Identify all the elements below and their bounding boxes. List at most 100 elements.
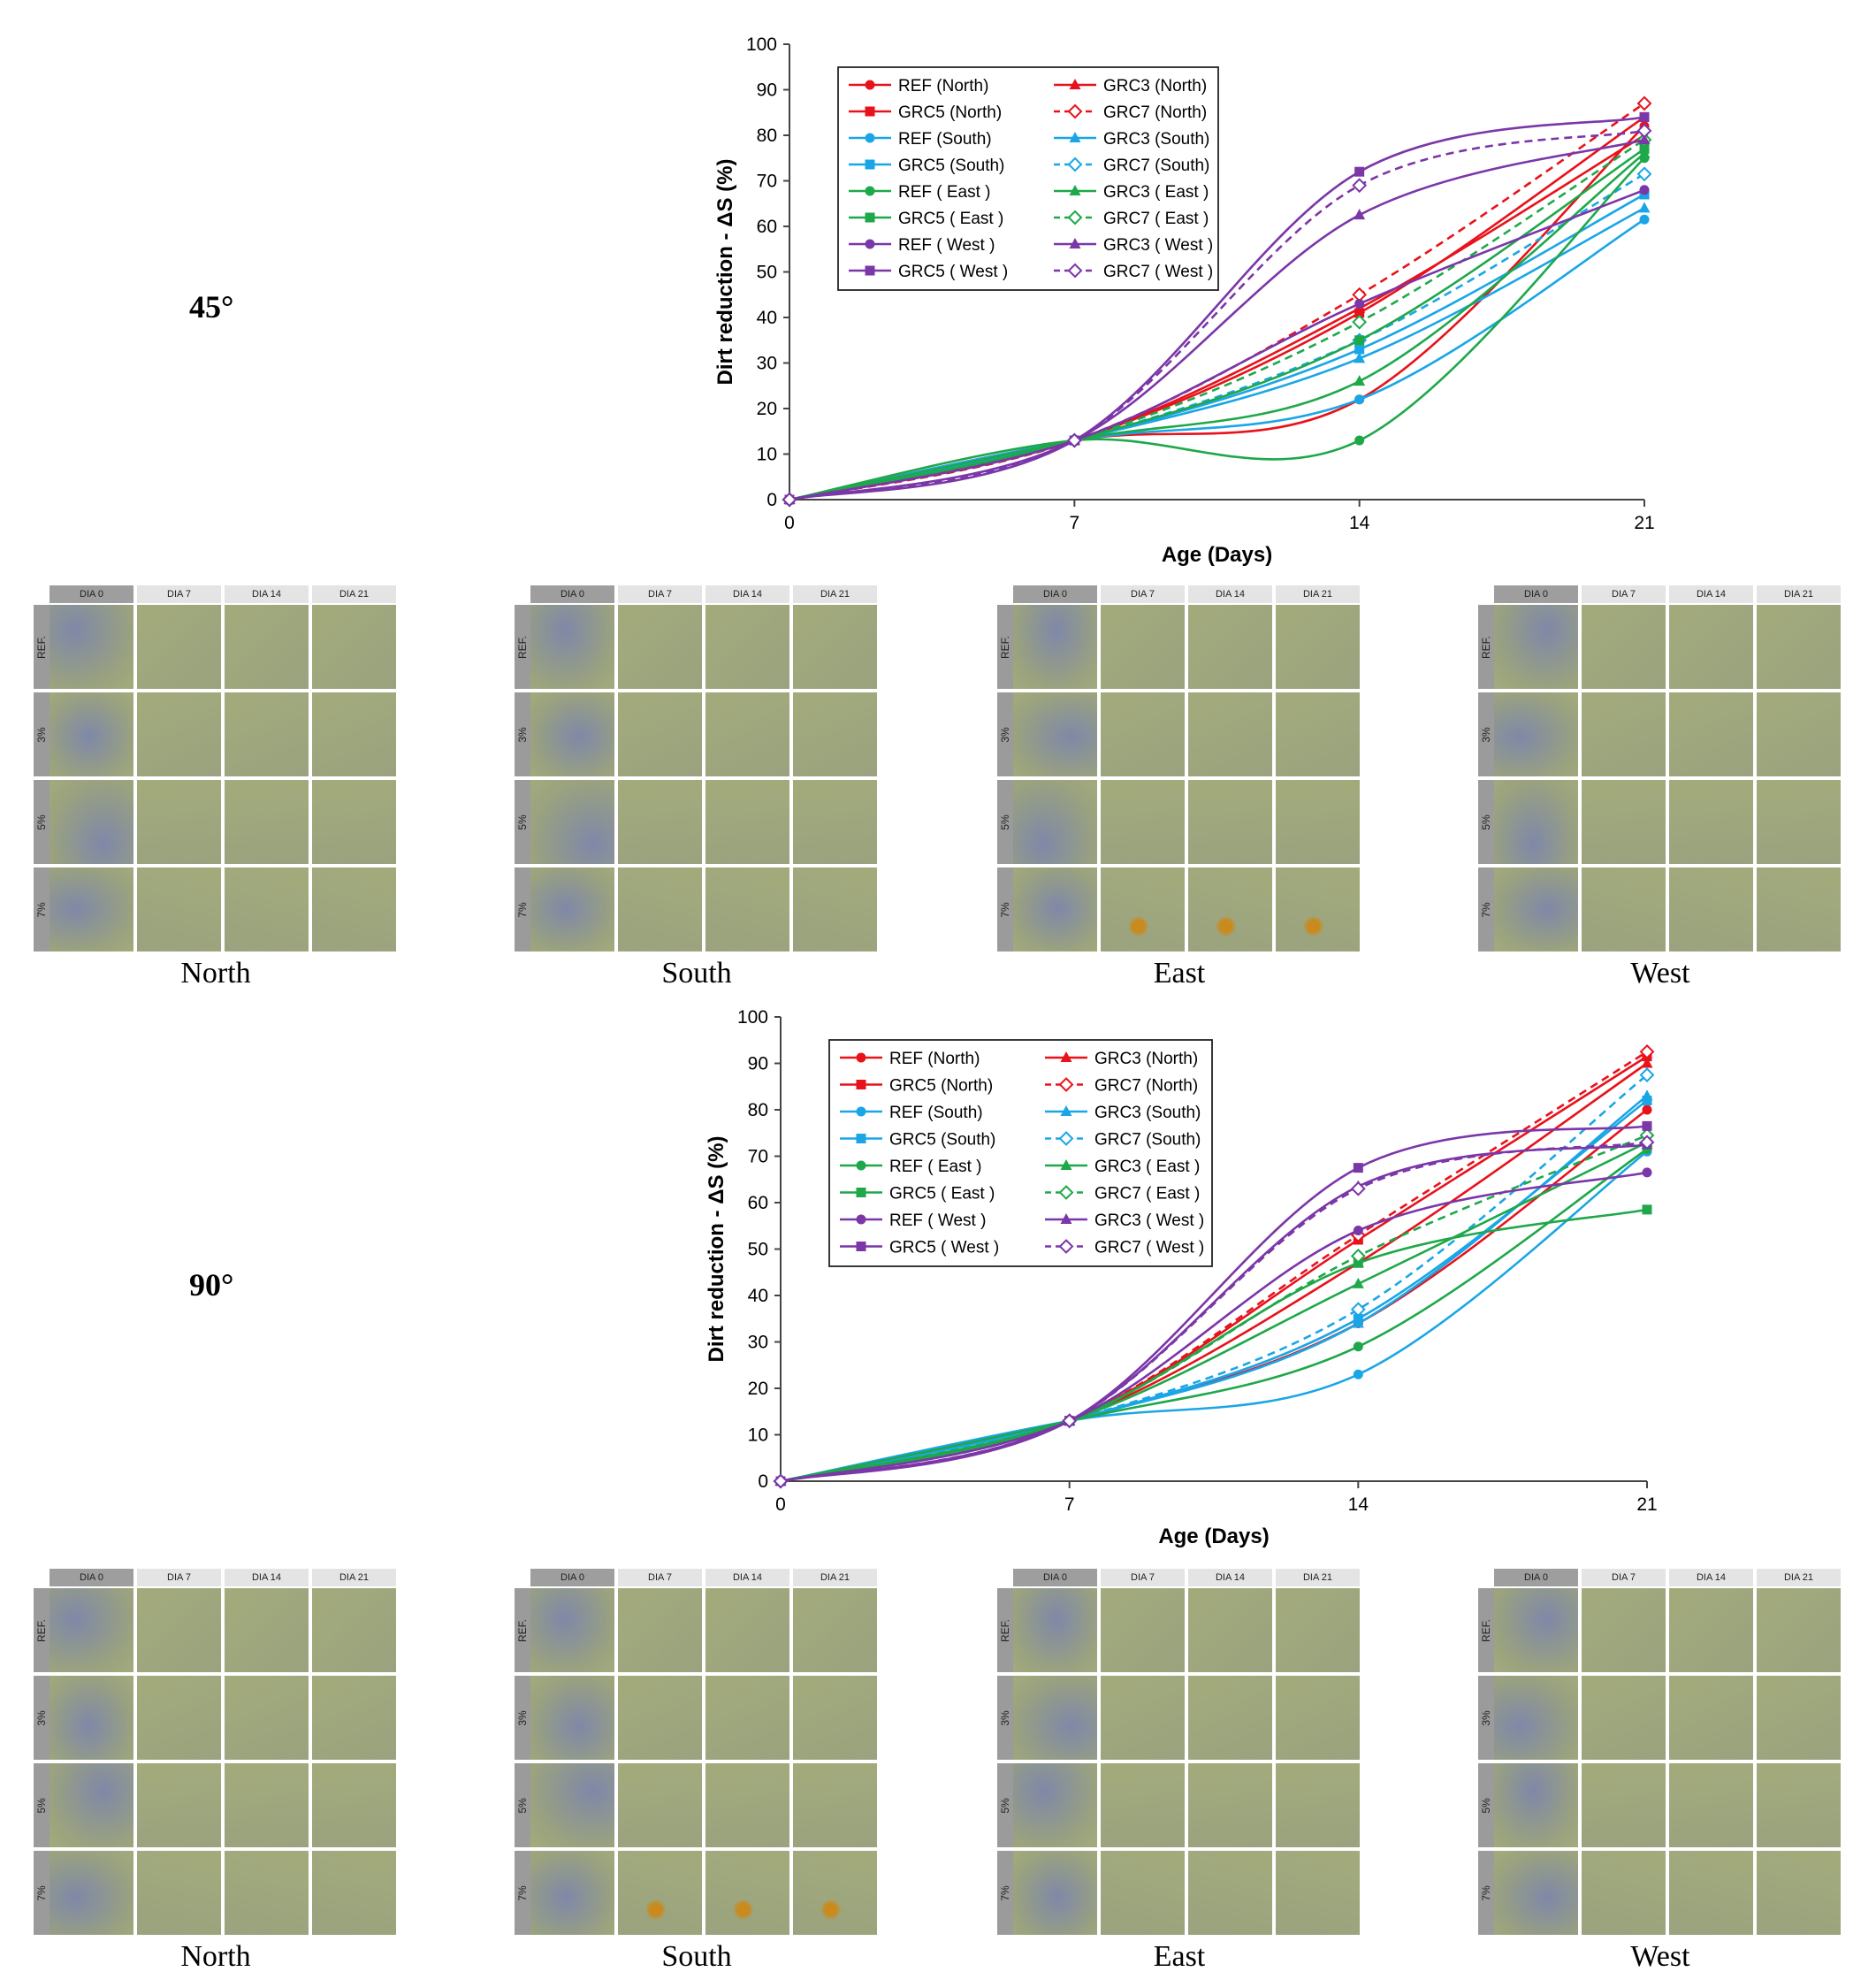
legend-entry: GRC7 ( East ) <box>1103 210 1209 228</box>
photo-panel-west: DIA 0 DIA 7 DIA 14 DIA 21 REF. 3% 5% 7% <box>1478 1569 1842 1953</box>
legend-marker <box>856 1080 866 1089</box>
legend-entry: GRC3 (South) <box>1094 1104 1201 1122</box>
photo-panel-north: DIA 0 DIA 7 DIA 14 DIA 21 REF. 3% 5% 7% <box>34 585 398 969</box>
photo-panel-east: DIA 0 DIA 7 DIA 14 DIA 21 REF. 3% 5% 7% <box>997 585 1361 969</box>
x-tick-label: 7 <box>1064 1494 1075 1515</box>
row-label-text: 7% <box>35 1884 48 1901</box>
panel-caption-west: West <box>1630 957 1690 990</box>
sample-photo <box>312 867 396 951</box>
sample-photo <box>530 605 614 689</box>
row-label-text: REF. <box>516 635 529 659</box>
row-label-text: REF. <box>1480 1618 1492 1642</box>
sample-photo <box>1669 692 1753 776</box>
panel-caption-north: North <box>180 957 251 990</box>
legend-entry: GRC3 ( West ) <box>1094 1211 1204 1230</box>
row-label-text: 7% <box>516 1884 529 1901</box>
sample-photo <box>705 1588 789 1672</box>
column-header: DIA 0 <box>50 585 133 603</box>
sample-photo <box>530 1851 614 1935</box>
row-label-text: 5% <box>35 1797 48 1814</box>
row-label: 5% <box>515 1763 530 1847</box>
sample-photo <box>618 867 702 951</box>
row-label: REF. <box>515 605 530 689</box>
legend-marker <box>1060 1051 1072 1062</box>
sample-photo <box>1582 605 1666 689</box>
sample-photo <box>312 780 396 864</box>
legend-entry: GRC7 (North) <box>1103 103 1207 122</box>
sample-photo <box>1013 692 1097 776</box>
data-point <box>1353 1226 1363 1235</box>
legend-marker <box>1067 210 1083 225</box>
sample-photo <box>1494 1763 1578 1847</box>
y-tick-label: 10 <box>748 1425 768 1446</box>
photo-panel-west: DIA 0 DIA 7 DIA 14 DIA 21 REF. 3% 5% 7% <box>1478 585 1842 969</box>
photo-panel-north: DIA 0 DIA 7 DIA 14 DIA 21 REF. 3% 5% 7% <box>34 1569 398 1953</box>
column-header: DIA 21 <box>1757 1569 1841 1586</box>
row-label: 5% <box>997 780 1013 864</box>
row-label: 7% <box>34 1851 50 1935</box>
data-point <box>782 492 797 508</box>
legend-entry: GRC3 (North) <box>1094 1050 1198 1068</box>
row-label: 5% <box>34 1763 50 1847</box>
sample-photo <box>530 1588 614 1672</box>
sample-photo <box>1013 605 1097 689</box>
row-label-text: REF. <box>516 1618 529 1642</box>
data-point <box>1641 1057 1653 1068</box>
row-label-text: REF. <box>999 635 1011 659</box>
data-point <box>1066 432 1082 448</box>
sample-photo <box>1188 605 1272 689</box>
column-header: DIA 7 <box>137 585 221 603</box>
legend-entry: GRC3 ( East ) <box>1103 183 1209 202</box>
data-point <box>1350 1248 1366 1264</box>
sample-photo <box>1494 1676 1578 1760</box>
data-point <box>1642 1120 1652 1131</box>
legend-entry: GRC5 ( East ) <box>898 210 1003 228</box>
legend-marker <box>856 1214 866 1225</box>
column-header: DIA 21 <box>312 585 396 603</box>
sample-photo <box>1276 1763 1360 1847</box>
series-group <box>782 96 1652 508</box>
data-point <box>1354 299 1365 310</box>
sample-photo <box>1101 867 1185 951</box>
sample-photo <box>1494 1851 1578 1935</box>
legend-entry: GRC5 (North) <box>889 1077 993 1096</box>
legend-marker <box>865 186 875 196</box>
sample-photo <box>225 1851 309 1935</box>
sample-photo <box>1669 605 1753 689</box>
column-header: DIA 21 <box>1757 585 1841 603</box>
sample-photo <box>793 1763 877 1847</box>
sample-photo <box>1013 1763 1097 1847</box>
legend-entry: REF ( East ) <box>898 183 991 202</box>
row-label-text: 3% <box>35 726 48 743</box>
sample-photo <box>1757 1588 1841 1672</box>
x-tick-label: 21 <box>1634 513 1654 533</box>
row-label-text: 3% <box>35 1709 48 1726</box>
legend-marker <box>865 106 875 117</box>
data-point <box>1639 111 1650 122</box>
legend-entry: GRC5 ( East ) <box>889 1185 995 1204</box>
legend-marker <box>1058 1131 1074 1146</box>
legend-box <box>837 66 1219 291</box>
column-header: DIA 7 <box>137 1569 221 1586</box>
series-line <box>780 1074 1648 1483</box>
sample-photo <box>1188 1588 1272 1672</box>
sample-photo <box>1494 605 1578 689</box>
sample-photo <box>618 1763 702 1847</box>
sample-photo <box>225 867 309 951</box>
sample-photo <box>50 1588 133 1672</box>
row-label: 5% <box>34 780 50 864</box>
sample-photo <box>50 867 133 951</box>
sample-photo <box>793 780 877 864</box>
column-header: DIA 7 <box>1582 585 1666 603</box>
legend-box <box>828 1039 1213 1267</box>
row-label-text: 3% <box>1480 726 1492 743</box>
sample-photo <box>1276 692 1360 776</box>
y-tick-label: 90 <box>757 80 777 101</box>
legend-entry: GRC7 (South) <box>1094 1131 1201 1150</box>
legend-marker <box>865 133 875 143</box>
data-point <box>1639 1043 1655 1059</box>
row-label-text: 5% <box>1480 814 1492 830</box>
sample-photo <box>705 1763 789 1847</box>
sample-photo <box>1582 1676 1666 1760</box>
row-label-text: 3% <box>516 1709 529 1726</box>
